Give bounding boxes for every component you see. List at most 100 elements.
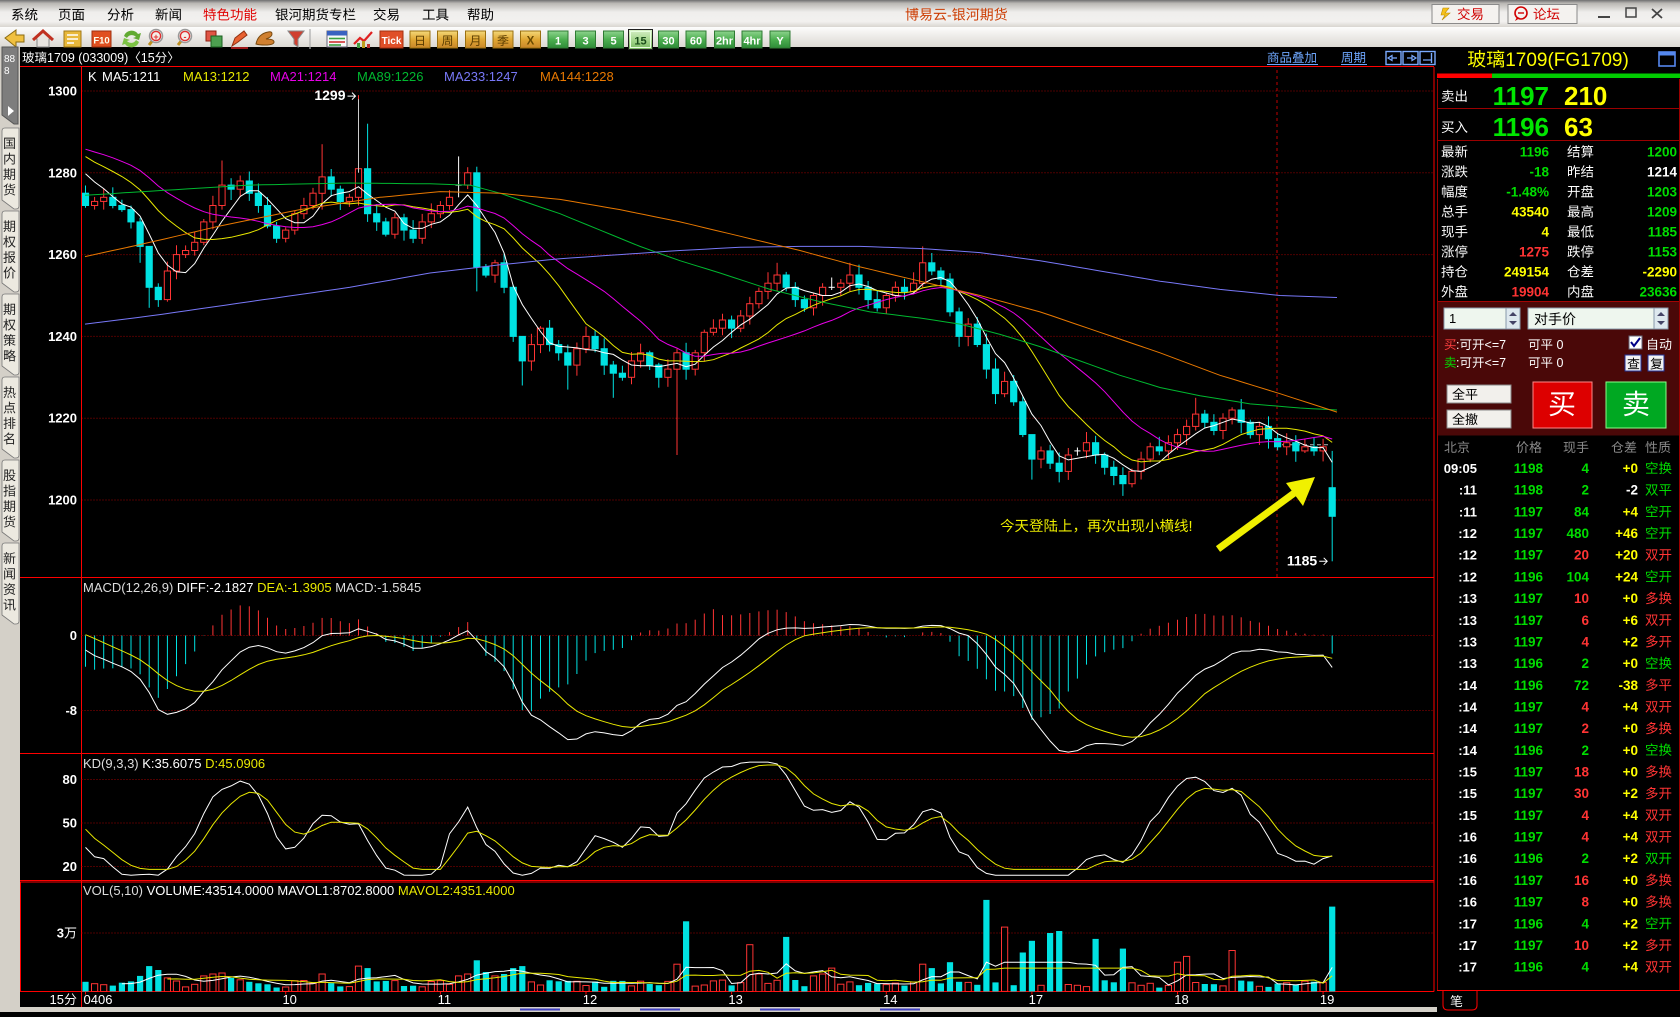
svg-text:1220: 1220 bbox=[48, 411, 77, 426]
svg-text::12: :12 bbox=[1458, 526, 1477, 541]
svg-text::14: :14 bbox=[1458, 700, 1478, 715]
svg-text:1198: 1198 bbox=[1514, 483, 1544, 498]
svg-text::: : bbox=[1456, 338, 1459, 352]
svg-text:+46: +46 bbox=[1615, 526, 1638, 541]
svg-text:10: 10 bbox=[282, 992, 296, 1007]
svg-text:10: 10 bbox=[1574, 938, 1589, 953]
svg-text:4: 4 bbox=[1581, 634, 1589, 649]
svg-text:15: 15 bbox=[634, 36, 646, 48]
svg-text:1196: 1196 bbox=[1520, 145, 1550, 160]
svg-text:1299: 1299 bbox=[314, 87, 345, 103]
svg-text::14: :14 bbox=[1458, 743, 1478, 758]
svg-text:80: 80 bbox=[63, 772, 77, 787]
svg-text:30: 30 bbox=[1574, 786, 1589, 801]
svg-text:1197: 1197 bbox=[1514, 613, 1543, 628]
svg-text::17: :17 bbox=[1458, 938, 1477, 953]
svg-text::13: :13 bbox=[1458, 591, 1477, 606]
svg-text:13: 13 bbox=[728, 992, 742, 1007]
svg-text:+4: +4 bbox=[1623, 504, 1639, 519]
svg-text:63: 63 bbox=[1564, 112, 1593, 142]
svg-text:1196: 1196 bbox=[1514, 916, 1544, 931]
svg-text::15: :15 bbox=[1458, 808, 1477, 823]
svg-text:-2: -2 bbox=[1626, 483, 1638, 498]
svg-text::11: :11 bbox=[1459, 504, 1477, 519]
svg-text:20: 20 bbox=[63, 859, 77, 874]
svg-text:2hr: 2hr bbox=[716, 36, 734, 48]
svg-text:1709 (033009): 1709 (033009) bbox=[47, 51, 128, 65]
svg-text:-2290: -2290 bbox=[1642, 265, 1677, 280]
svg-text:1197: 1197 bbox=[1514, 938, 1543, 953]
svg-text:19: 19 bbox=[1320, 992, 1334, 1007]
svg-text:0: 0 bbox=[70, 628, 77, 643]
svg-text:+: + bbox=[153, 32, 158, 42]
svg-text:1260: 1260 bbox=[48, 247, 77, 262]
svg-text:4: 4 bbox=[1581, 808, 1589, 823]
svg-text:88: 88 bbox=[4, 54, 16, 65]
svg-text:18: 18 bbox=[1574, 765, 1590, 780]
svg-text:MA89:1226: MA89:1226 bbox=[357, 69, 424, 84]
svg-text:+0: +0 bbox=[1623, 656, 1638, 671]
svg-text:<=7: <=7 bbox=[1485, 338, 1507, 352]
svg-text:1197: 1197 bbox=[1514, 895, 1543, 910]
svg-text::17: :17 bbox=[1458, 960, 1477, 975]
svg-text:1197: 1197 bbox=[1514, 808, 1543, 823]
svg-text:10: 10 bbox=[1574, 591, 1589, 606]
svg-text:2: 2 bbox=[1581, 721, 1589, 736]
svg-text:17: 17 bbox=[1029, 992, 1043, 1007]
svg-text:+0: +0 bbox=[1623, 895, 1638, 910]
svg-text:1: 1 bbox=[555, 36, 561, 48]
svg-text:4: 4 bbox=[1581, 830, 1589, 845]
svg-text:8: 8 bbox=[4, 66, 10, 77]
svg-text:50: 50 bbox=[63, 816, 77, 831]
svg-text:2: 2 bbox=[1581, 656, 1589, 671]
svg-text:6: 6 bbox=[1581, 613, 1589, 628]
svg-text:+2: +2 bbox=[1623, 634, 1638, 649]
svg-text::11: :11 bbox=[1459, 483, 1477, 498]
svg-text:<=7: <=7 bbox=[1485, 356, 1507, 370]
svg-text:72: 72 bbox=[1574, 678, 1589, 693]
svg-text:+4: +4 bbox=[1623, 960, 1639, 975]
svg-text:-: - bbox=[184, 32, 187, 42]
svg-text:4: 4 bbox=[1581, 916, 1589, 931]
svg-text:MACD(12,26,9) DIFF:-2.1827 DEA: MACD(12,26,9) DIFF:-2.1827 DEA:-1.3905 M… bbox=[83, 580, 421, 595]
svg-text:Y: Y bbox=[776, 36, 784, 48]
svg-text:60: 60 bbox=[690, 36, 702, 48]
svg-text:K: K bbox=[88, 69, 97, 84]
svg-text:+2: +2 bbox=[1623, 851, 1638, 866]
svg-text:1196: 1196 bbox=[1514, 960, 1544, 975]
svg-text:1: 1 bbox=[1449, 311, 1456, 326]
svg-text:-8: -8 bbox=[65, 703, 77, 718]
svg-text:19904: 19904 bbox=[1511, 285, 1549, 300]
svg-text:2: 2 bbox=[1581, 483, 1589, 498]
svg-text::16: :16 bbox=[1458, 895, 1477, 910]
svg-text:1200: 1200 bbox=[48, 493, 77, 508]
svg-text:1200: 1200 bbox=[1647, 145, 1677, 160]
svg-text:4: 4 bbox=[1581, 960, 1589, 975]
svg-text:2: 2 bbox=[1581, 743, 1589, 758]
svg-text:1197: 1197 bbox=[1514, 548, 1543, 563]
svg-text:MA13:1212: MA13:1212 bbox=[183, 69, 250, 84]
svg-text:43540: 43540 bbox=[1511, 205, 1549, 220]
svg-text:-1.48%: -1.48% bbox=[1506, 185, 1549, 200]
svg-text:12: 12 bbox=[583, 992, 597, 1007]
svg-text:18: 18 bbox=[1174, 992, 1188, 1007]
svg-text:4: 4 bbox=[1541, 225, 1549, 240]
svg-text:2: 2 bbox=[1581, 851, 1589, 866]
svg-text:1197: 1197 bbox=[1514, 786, 1543, 801]
svg-text:1185: 1185 bbox=[1648, 225, 1678, 240]
svg-text:4: 4 bbox=[1581, 461, 1589, 476]
svg-text:15: 15 bbox=[50, 992, 65, 1007]
svg-text:480: 480 bbox=[1566, 526, 1589, 541]
svg-text:+2: +2 bbox=[1623, 786, 1638, 801]
svg-text:+0: +0 bbox=[1623, 721, 1638, 736]
svg-text:+0: +0 bbox=[1623, 873, 1638, 888]
svg-text:4: 4 bbox=[1581, 700, 1589, 715]
svg-text:0: 0 bbox=[1553, 338, 1563, 352]
svg-text:8: 8 bbox=[1581, 895, 1589, 910]
svg-text:F10: F10 bbox=[93, 36, 109, 47]
svg-text:1197: 1197 bbox=[1493, 81, 1549, 111]
svg-text:1197: 1197 bbox=[1514, 873, 1543, 888]
svg-text::13: :13 bbox=[1458, 634, 1477, 649]
svg-text:104: 104 bbox=[1566, 569, 1589, 584]
svg-text:1197: 1197 bbox=[1514, 765, 1543, 780]
